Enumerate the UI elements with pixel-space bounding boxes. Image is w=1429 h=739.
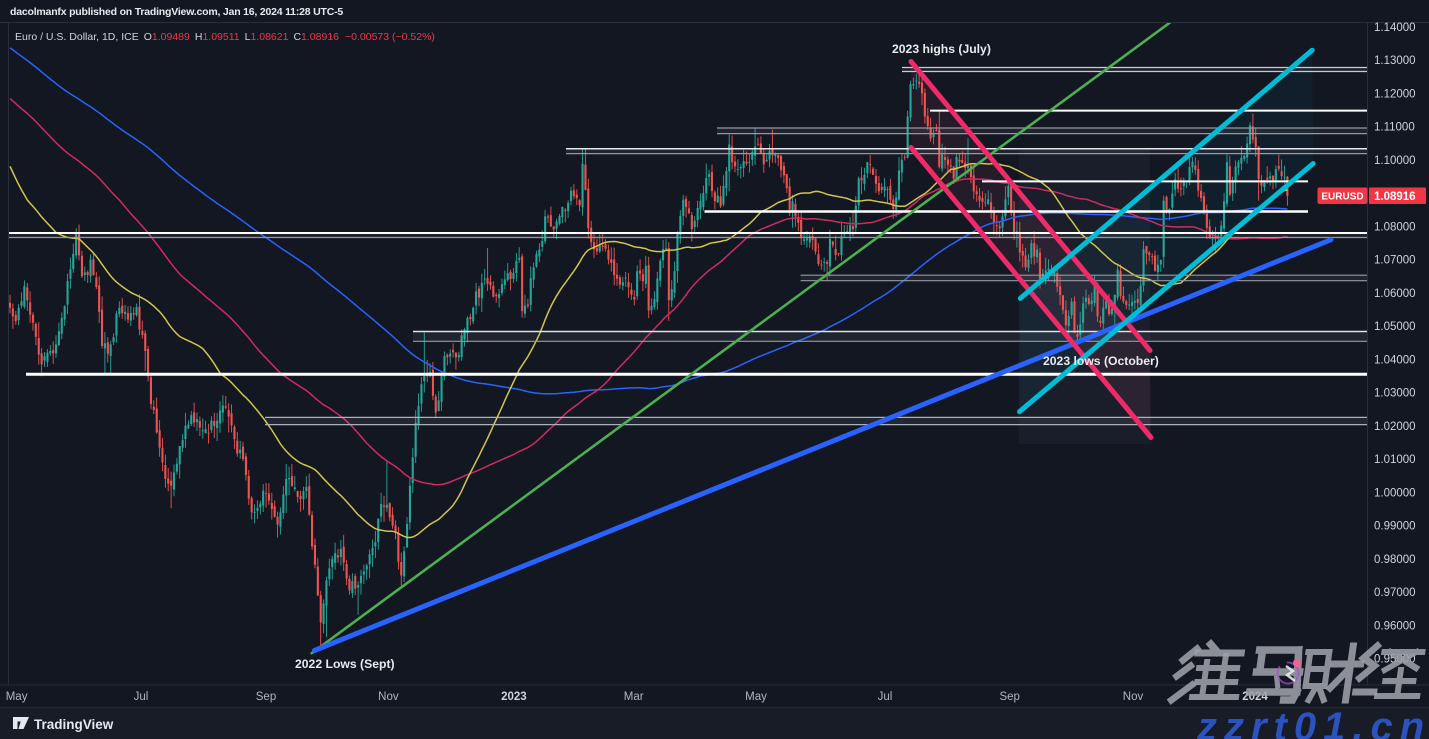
svg-text:1.06000: 1.06000	[1374, 288, 1416, 300]
svg-text:1.12000: 1.12000	[1374, 88, 1416, 100]
svg-text:EURUSD: EURUSD	[1321, 192, 1363, 203]
svg-text:2023 highs (July): 2023 highs (July)	[892, 42, 991, 56]
svg-text:1.05000: 1.05000	[1374, 321, 1416, 333]
svg-text:2022 Lows (Sept): 2022 Lows (Sept)	[295, 657, 395, 671]
svg-text:Sep: Sep	[256, 691, 276, 703]
svg-text:Jul: Jul	[878, 691, 893, 703]
svg-text:1.08000: 1.08000	[1374, 221, 1416, 233]
svg-text:1.10000: 1.10000	[1374, 155, 1416, 167]
svg-text:0.96000: 0.96000	[1374, 620, 1416, 632]
svg-text:2023 lows (October): 2023 lows (October)	[1043, 354, 1159, 368]
svg-text:dacolmanfx published on Tradin: dacolmanfx published on TradingView.com,…	[10, 6, 343, 18]
svg-text:0.99000: 0.99000	[1374, 521, 1416, 533]
svg-text:1.13000: 1.13000	[1374, 55, 1416, 67]
svg-text:Nov: Nov	[1123, 691, 1144, 703]
svg-text:May: May	[745, 691, 767, 703]
svg-text:1.00000: 1.00000	[1374, 487, 1416, 499]
svg-text:1.02000: 1.02000	[1374, 421, 1416, 433]
svg-text:0.98000: 0.98000	[1374, 554, 1416, 566]
svg-text:TradingView: TradingView	[34, 717, 114, 732]
svg-text:Nov: Nov	[378, 691, 399, 703]
svg-text:1.08916: 1.08916	[1374, 191, 1416, 203]
svg-text:1.07000: 1.07000	[1374, 255, 1416, 267]
svg-text:zzrt01.cn: zzrt01.cn	[1196, 705, 1429, 739]
svg-text:Mar: Mar	[624, 691, 644, 703]
svg-text:2023: 2023	[501, 691, 527, 703]
svg-text:1.04000: 1.04000	[1374, 354, 1416, 366]
svg-text:1.01000: 1.01000	[1374, 454, 1416, 466]
svg-text:0.97000: 0.97000	[1374, 587, 1416, 599]
svg-text:Sep: Sep	[999, 691, 1019, 703]
svg-text:1.11000: 1.11000	[1374, 122, 1415, 134]
svg-text:1.03000: 1.03000	[1374, 388, 1416, 400]
svg-text:May: May	[6, 691, 28, 703]
svg-text:Jul: Jul	[134, 691, 149, 703]
svg-text:1.14000: 1.14000	[1374, 22, 1416, 34]
